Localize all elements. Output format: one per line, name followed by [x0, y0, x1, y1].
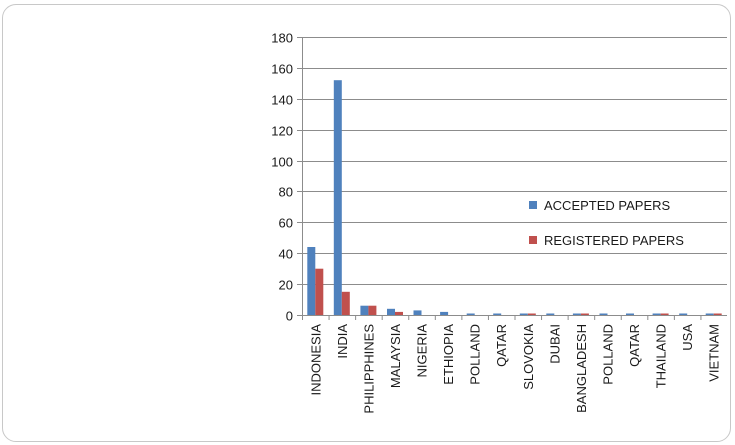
- x-tick-label: BANGLADESH: [574, 324, 589, 413]
- bar-accepted-papers: [307, 247, 316, 315]
- y-tick-label: 20: [279, 278, 293, 293]
- y-tick-label: 140: [271, 93, 293, 108]
- bar-accepted-papers: [626, 313, 634, 315]
- legend-label: REGISTERED PAPERS: [544, 233, 684, 248]
- bar-accepted-papers: [333, 80, 342, 315]
- y-tick-label: 40: [279, 247, 293, 262]
- bar-registered-papers: [580, 313, 589, 315]
- x-tick-label: INDIA: [335, 324, 350, 359]
- x-tick-label: DUBAI: [547, 324, 562, 364]
- bar-registered-papers: [527, 313, 536, 315]
- x-tick-label: SLOVOKIA: [521, 324, 536, 390]
- bar-accepted-papers: [493, 313, 502, 315]
- y-tick-label: 120: [271, 124, 293, 139]
- x-tick-label: VIETNAM: [707, 324, 722, 382]
- x-tick-label: USA: [680, 324, 695, 351]
- x-tick-label: POLLAND: [600, 324, 615, 385]
- x-tick-label: THAILAND: [654, 324, 669, 388]
- x-tick-label: PHILIPPHINES: [361, 324, 376, 414]
- x-tick-label: QATAR: [494, 324, 509, 367]
- bar-accepted-papers: [413, 310, 422, 315]
- bar-accepted-papers: [519, 313, 528, 315]
- bar-accepted-papers: [360, 305, 369, 315]
- bar-accepted-papers: [679, 313, 688, 315]
- x-tick-label: QATAR: [627, 324, 642, 367]
- x-tick-label: NIGERIA: [415, 324, 430, 378]
- legend-label: ACCEPTED PAPERS: [544, 198, 671, 213]
- bar-registered-papers: [660, 313, 669, 315]
- x-tick-label: MALAYSIA: [388, 324, 403, 388]
- y-tick-label: 100: [271, 155, 293, 170]
- bar-accepted-papers: [572, 313, 581, 315]
- bar-registered-papers: [395, 311, 403, 315]
- x-axis: INDONESIA INDIA PHILIPPHINES MALAYSIA NIGERI…: [302, 315, 727, 414]
- x-tick-label: ETHIOPIA: [441, 324, 456, 385]
- bar-registered-papers: [341, 291, 350, 315]
- bar-registered-papers: [713, 313, 722, 315]
- legend: ACCEPTED PAPERS REGISTERED PAPERS: [529, 198, 684, 248]
- y-tick-label: 0: [286, 309, 293, 324]
- bars: [307, 80, 722, 315]
- bar-accepted-papers: [466, 313, 475, 315]
- bar-accepted-papers: [440, 311, 449, 315]
- bar-accepted-papers: [387, 308, 395, 315]
- y-tick-label: 80: [279, 185, 293, 200]
- gridlines: [302, 37, 727, 285]
- y-tick-label: 180: [271, 31, 293, 46]
- bar-accepted-papers: [599, 313, 608, 315]
- bar-registered-papers: [368, 305, 377, 315]
- x-tick-label: INDONESIA: [308, 324, 323, 396]
- y-tick-label: 60: [279, 216, 293, 231]
- legend-swatch: [529, 201, 537, 209]
- bar-accepted-papers: [546, 313, 555, 315]
- bar-accepted-papers: [705, 313, 714, 315]
- bar-registered-papers: [315, 268, 324, 315]
- bar-accepted-papers: [652, 313, 661, 315]
- x-tick-label: POLLAND: [468, 324, 483, 385]
- legend-swatch: [529, 236, 537, 244]
- y-axis: 0 20 40 60 80 100 120 140 160 180: [271, 31, 303, 324]
- y-tick-label: 160: [271, 62, 293, 77]
